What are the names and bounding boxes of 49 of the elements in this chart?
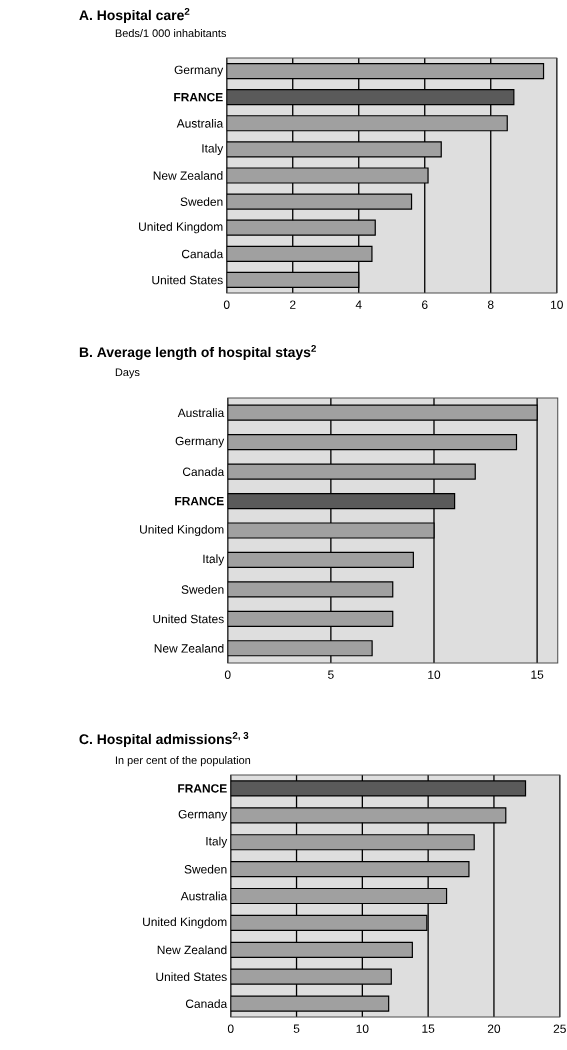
y-tick-label: New Zealand (157, 945, 227, 955)
y-tick-label: Germany (178, 809, 228, 821)
x-tick-label: 0 (225, 670, 231, 679)
y-tick-label: Australia (180, 891, 228, 901)
y-tick-label: Canada (182, 249, 224, 259)
y-tick-label: United Kingdom (140, 524, 224, 537)
x-tick-label: 15 (531, 670, 544, 679)
y-tick-label: United Kingdom (139, 222, 223, 234)
y-tick-label: United States (152, 275, 223, 285)
chart-title: B. Average length of hospital stays$^{2}$ (80, 344, 317, 360)
y-tick-label: Italy (202, 143, 224, 155)
y-tick-label: United States (153, 614, 224, 624)
x-tick-label: 15 (422, 1024, 435, 1033)
x-tick-label: 20 (488, 1024, 501, 1033)
y-tick-label: FRANCE (178, 784, 227, 793)
y-tick-label: Australia (177, 408, 225, 418)
x-tick-label: 25 (553, 1024, 567, 1033)
y-tick-label: Canada (183, 467, 225, 476)
y-tick-label: Australia (176, 118, 224, 128)
y-tick-label: Sweden (181, 585, 224, 594)
y-tick-label: FRANCE (174, 92, 223, 102)
text: Days (115, 368, 140, 379)
chart-subtitle: Beds/1 000 inhabitants (115, 29, 227, 38)
x-tick-label: 8 (488, 300, 494, 309)
x-tick-label: 10 (551, 300, 564, 309)
y-tick-label: United Kingdom (143, 917, 227, 929)
y-tick-label: Italy (203, 554, 225, 566)
x-tick-label: 0 (224, 300, 230, 309)
x-tick-label: 10 (356, 1024, 369, 1033)
y-tick-label: FRANCE (175, 496, 224, 506)
y-tick-label: Canada (186, 999, 228, 1008)
chart-title: C. Hospital admissions$^{2, 3}$ (79, 731, 249, 747)
x-tick-label: 10 (428, 670, 441, 679)
chart-subtitle: In per cent of the population (116, 756, 251, 767)
x-tick-label: 0 (228, 1024, 234, 1033)
x-tick-label: 5 (293, 1024, 300, 1033)
x-tick-label: 2 (290, 300, 296, 309)
y-tick-label: Italy (206, 836, 228, 848)
y-tick-label: Germany (175, 436, 225, 448)
y-tick-label: Sweden (180, 197, 223, 206)
y-tick-label: Germany (174, 65, 224, 77)
y-tick-label: New Zealand (154, 643, 224, 653)
y-tick-label: Sweden (184, 864, 227, 874)
x-tick-label: 4 (355, 300, 362, 309)
chart-title: A. Hospital care$^{2}$ (79, 7, 190, 23)
x-tick-label: 5 (328, 670, 334, 679)
y-tick-label: United States (156, 972, 227, 982)
y-tick-label: New Zealand (153, 171, 223, 180)
x-tick-label: 6 (422, 300, 428, 309)
